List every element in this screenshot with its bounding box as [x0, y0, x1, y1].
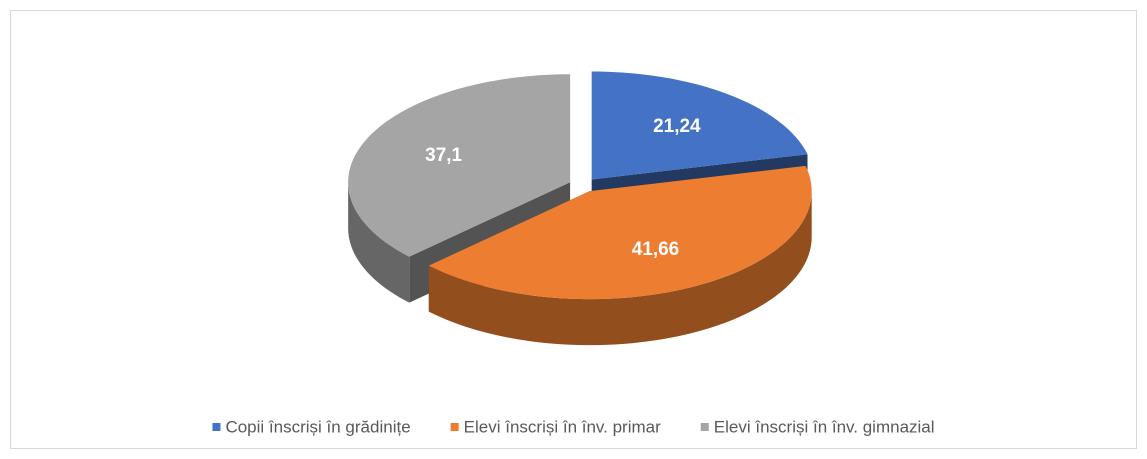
data-label: 37,1	[425, 145, 462, 166]
legend: Copii înscriși în grădinițe Elevi înscriș…	[212, 417, 935, 436]
legend-marker	[212, 423, 221, 431]
slice-side	[428, 191, 812, 346]
slice	[428, 165, 812, 300]
data-label: 21,24	[653, 116, 701, 137]
legend-label: Copii înscriși în grădinițe	[225, 417, 410, 436]
legend-marker	[700, 423, 709, 431]
data-label: 41,66	[632, 239, 680, 260]
legend-label: Elevi înscriși în înv. gimnazial	[714, 417, 935, 436]
legend-label: Elevi înscriși în înv. primar	[464, 417, 661, 436]
slice	[348, 74, 571, 257]
slice	[591, 71, 808, 180]
legend-marker	[450, 423, 459, 431]
slice-side	[348, 182, 410, 303]
